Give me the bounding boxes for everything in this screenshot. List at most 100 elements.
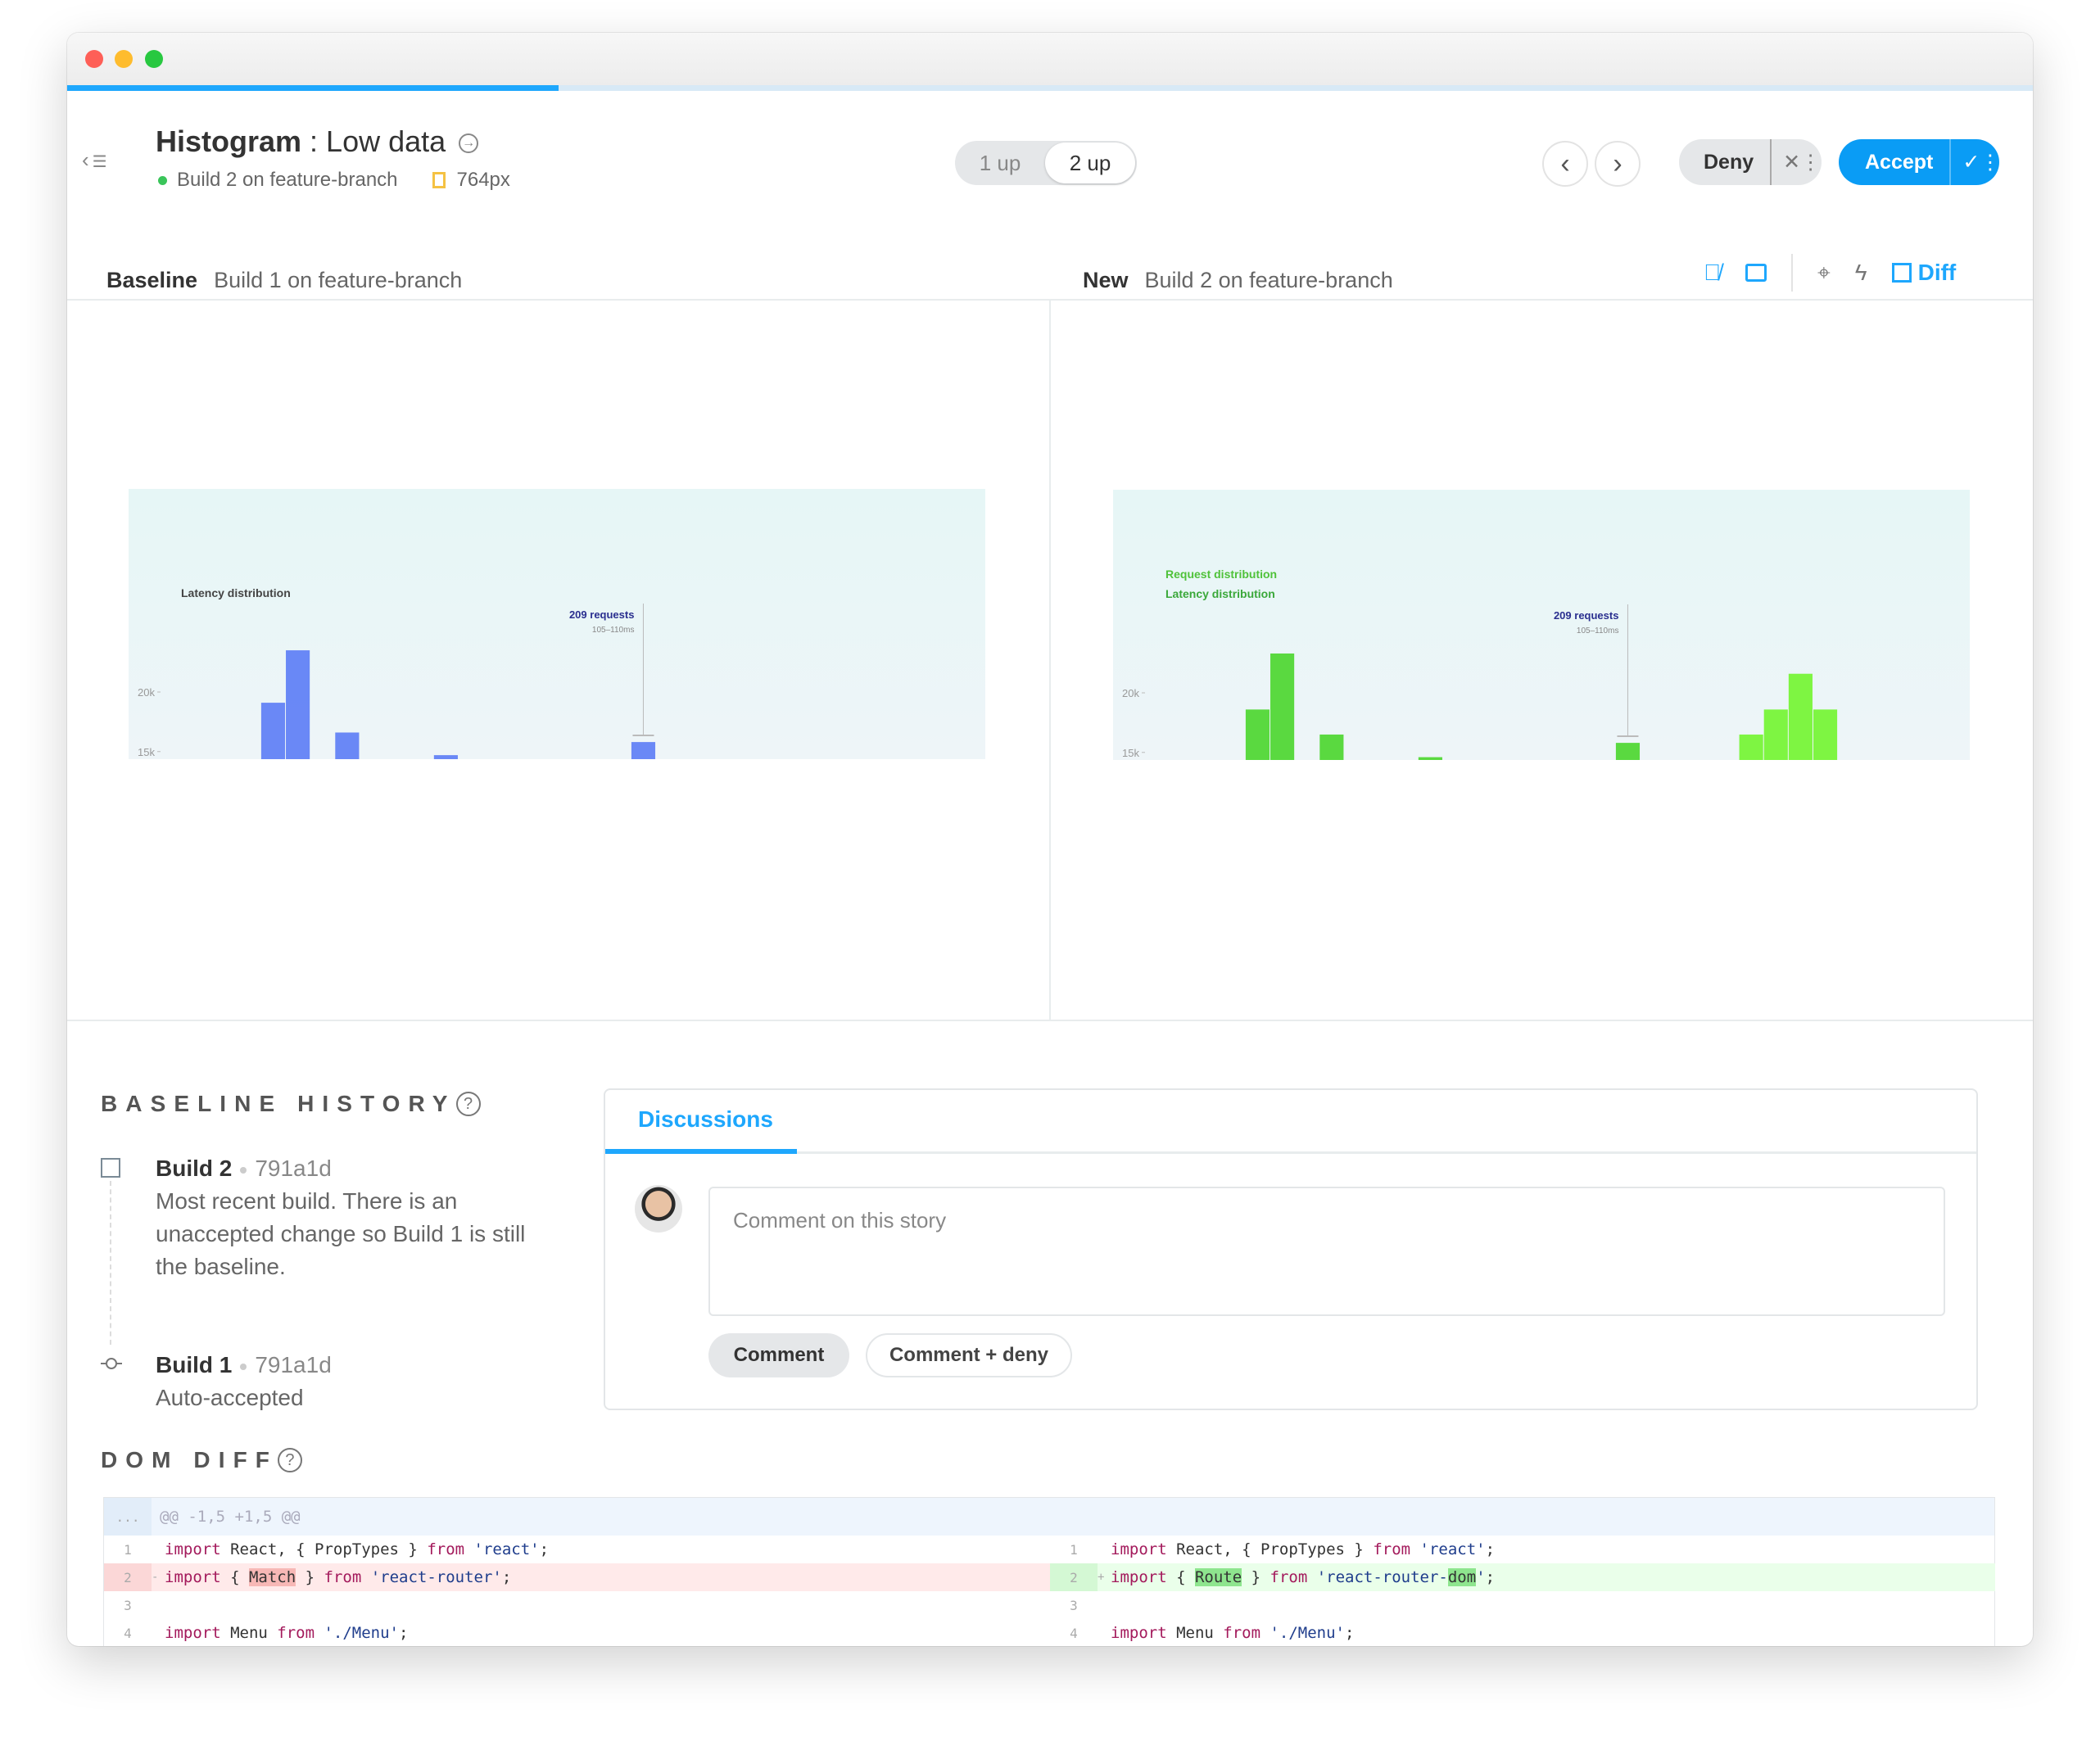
active-tab-indicator — [605, 1149, 797, 1154]
deny-button[interactable]: Deny — [1704, 150, 1754, 174]
code-token: ; — [399, 1624, 409, 1642]
diff-sign: - — [152, 1571, 159, 1584]
line-number: 1 — [1070, 1541, 1078, 1558]
comments-icon[interactable] — [1745, 264, 1767, 282]
line-number: 4 — [124, 1625, 132, 1641]
help-icon[interactable]: ? — [455, 1092, 481, 1116]
annotation-title: 209 requests — [1554, 609, 1619, 622]
component-name: Histogram — [156, 124, 302, 158]
heading-text: BASELINE HISTORY — [101, 1091, 456, 1116]
code-token: dom — [1447, 1568, 1477, 1586]
code-token: import — [165, 1540, 221, 1558]
crosshair-icon[interactable]: ⌖ — [1817, 259, 1831, 285]
diff-row: 2- import { Match } from 'react-router'; 2… — [104, 1563, 1995, 1591]
list-icon: ☰ — [92, 153, 107, 171]
code-token: Match — [248, 1568, 296, 1586]
right-diff-line: 3 — [1050, 1591, 1995, 1619]
build-description: Auto-accepted — [156, 1385, 304, 1410]
divider — [67, 1020, 2033, 1021]
code-token: 'react' — [1410, 1540, 1486, 1558]
code-token: from — [1270, 1568, 1308, 1586]
tab-discussions[interactable]: Discussions — [638, 1106, 773, 1132]
code-token: ' — [1476, 1568, 1486, 1586]
hide-eye-icon[interactable]: 👁̸ — [1704, 260, 1721, 285]
diff-toggle-button[interactable]: Diff — [1891, 260, 1956, 286]
diff-bar-segment — [1418, 757, 1442, 890]
new-label: New — [1083, 268, 1129, 292]
chevron-left-icon: ‹ — [1560, 147, 1570, 179]
previous-button[interactable]: ‹ — [1542, 141, 1588, 187]
y-tick-label: 15k — [138, 746, 155, 758]
viewport-size: 764px — [456, 169, 510, 191]
code-token: from — [277, 1624, 315, 1642]
right-diff-line: 4 import Menu from './Menu'; — [1050, 1619, 1995, 1646]
minimize-window-button[interactable] — [115, 50, 133, 68]
code-token: import — [165, 1568, 221, 1586]
back-to-list-button[interactable]: ‹ ☰ — [82, 147, 107, 173]
deny-menu-button[interactable]: ✕⋮ — [1770, 139, 1832, 185]
code-token: from — [427, 1540, 465, 1558]
hunk-header: ... @@ -1,5 +1,5 @@ — [104, 1498, 1994, 1536]
accept-menu-button[interactable]: ✓⋮ — [1949, 139, 2012, 185]
annotation-subtitle: 105–110ms — [592, 626, 635, 635]
dom-diff-table: ... @@ -1,5 +1,5 @@ 1 import React, { Prop… — [103, 1497, 1995, 1646]
help-icon[interactable]: ? — [277, 1448, 302, 1472]
comment-button[interactable]: Comment — [708, 1333, 849, 1377]
code-token: } — [296, 1568, 324, 1586]
line-number: 1 — [124, 1541, 132, 1558]
accept-button[interactable]: Accept — [1865, 150, 1934, 174]
left-diff-line: 3 — [104, 1591, 1050, 1619]
code-token: React, { PropTypes } — [1166, 1540, 1374, 1558]
baseline-histogram: Latency distribution20k15k5k20ms30ms40ms… — [138, 586, 927, 957]
diff-bar-segment — [1813, 709, 1838, 836]
line-number: 2 — [1050, 1563, 1098, 1591]
annotation-subtitle: 105–110ms — [1577, 626, 1619, 635]
view-toggle: 1 up 2 up — [955, 141, 1137, 185]
new-snapshot: Request distribution Latency distribution… — [1113, 490, 1970, 958]
review-progress-bar — [67, 85, 2033, 91]
deny-button-group: Deny ✕⋮ — [1679, 139, 1822, 185]
diff-row: 4 import Menu from './Menu'; 4 import Menu … — [104, 1619, 1994, 1646]
code-token: import — [165, 1624, 221, 1642]
diff-bar-segment — [1788, 673, 1813, 841]
diff-icon — [1891, 263, 1912, 283]
heading-text: DOM DIFF — [101, 1447, 278, 1472]
build-info: Build 2 on feature-branch 764px — [156, 169, 510, 192]
comment-deny-button[interactable]: Comment + deny — [866, 1333, 1072, 1377]
code-token: ; — [1485, 1540, 1496, 1558]
zoom-window-button[interactable] — [145, 50, 163, 68]
arrow-circle-right-icon[interactable]: → — [459, 133, 479, 154]
left-diff-line: 1 import React, { PropTypes } from 'react… — [104, 1536, 1050, 1563]
diff-bar-segment — [1270, 653, 1295, 864]
code-token: { — [220, 1568, 249, 1586]
comment-placeholder: Comment on this story — [733, 1208, 947, 1233]
chart-title: Latency distribution — [1165, 587, 1275, 600]
diff-row: 1 import React, { PropTypes } from 'react… — [104, 1536, 1994, 1563]
build-name[interactable]: Build 2 — [156, 1156, 233, 1181]
dom-diff-heading: DOM DIFF? — [101, 1447, 302, 1473]
one-up-button[interactable]: 1 up — [979, 151, 1021, 175]
strobe-off-icon[interactable]: ϟ — [1854, 260, 1867, 285]
commit-hash: 791a1d — [255, 1352, 332, 1377]
title-bar — [67, 33, 2033, 85]
two-up-button[interactable]: 2 up — [1045, 142, 1135, 183]
accept-button-group: Accept ✓⋮ — [1839, 139, 2000, 185]
next-button[interactable]: › — [1595, 141, 1641, 187]
close-window-button[interactable] — [85, 50, 103, 68]
baseline-build: Build 1 on feature-branch — [214, 268, 463, 292]
toolbar-divider — [1791, 254, 1793, 292]
chart-title-diff: Request distribution — [1165, 568, 1277, 581]
code-token: ; — [1345, 1624, 1355, 1642]
comment-input[interactable]: Comment on this story — [708, 1187, 1945, 1316]
code-token: import — [1111, 1624, 1167, 1642]
avatar — [635, 1185, 682, 1233]
histogram-bar — [286, 650, 310, 930]
progress-fill — [67, 85, 559, 91]
discussions-panel: Discussions Comment on this story Commen… — [604, 1088, 1978, 1410]
build-name[interactable]: Build 1 — [156, 1352, 233, 1377]
code-token: ; — [1485, 1568, 1496, 1586]
expand-hunk-button[interactable]: ... — [104, 1498, 152, 1536]
code-token: React, { PropTypes } — [220, 1540, 428, 1558]
code-token: } — [1242, 1568, 1270, 1586]
diff-bar-segment — [1319, 734, 1344, 890]
